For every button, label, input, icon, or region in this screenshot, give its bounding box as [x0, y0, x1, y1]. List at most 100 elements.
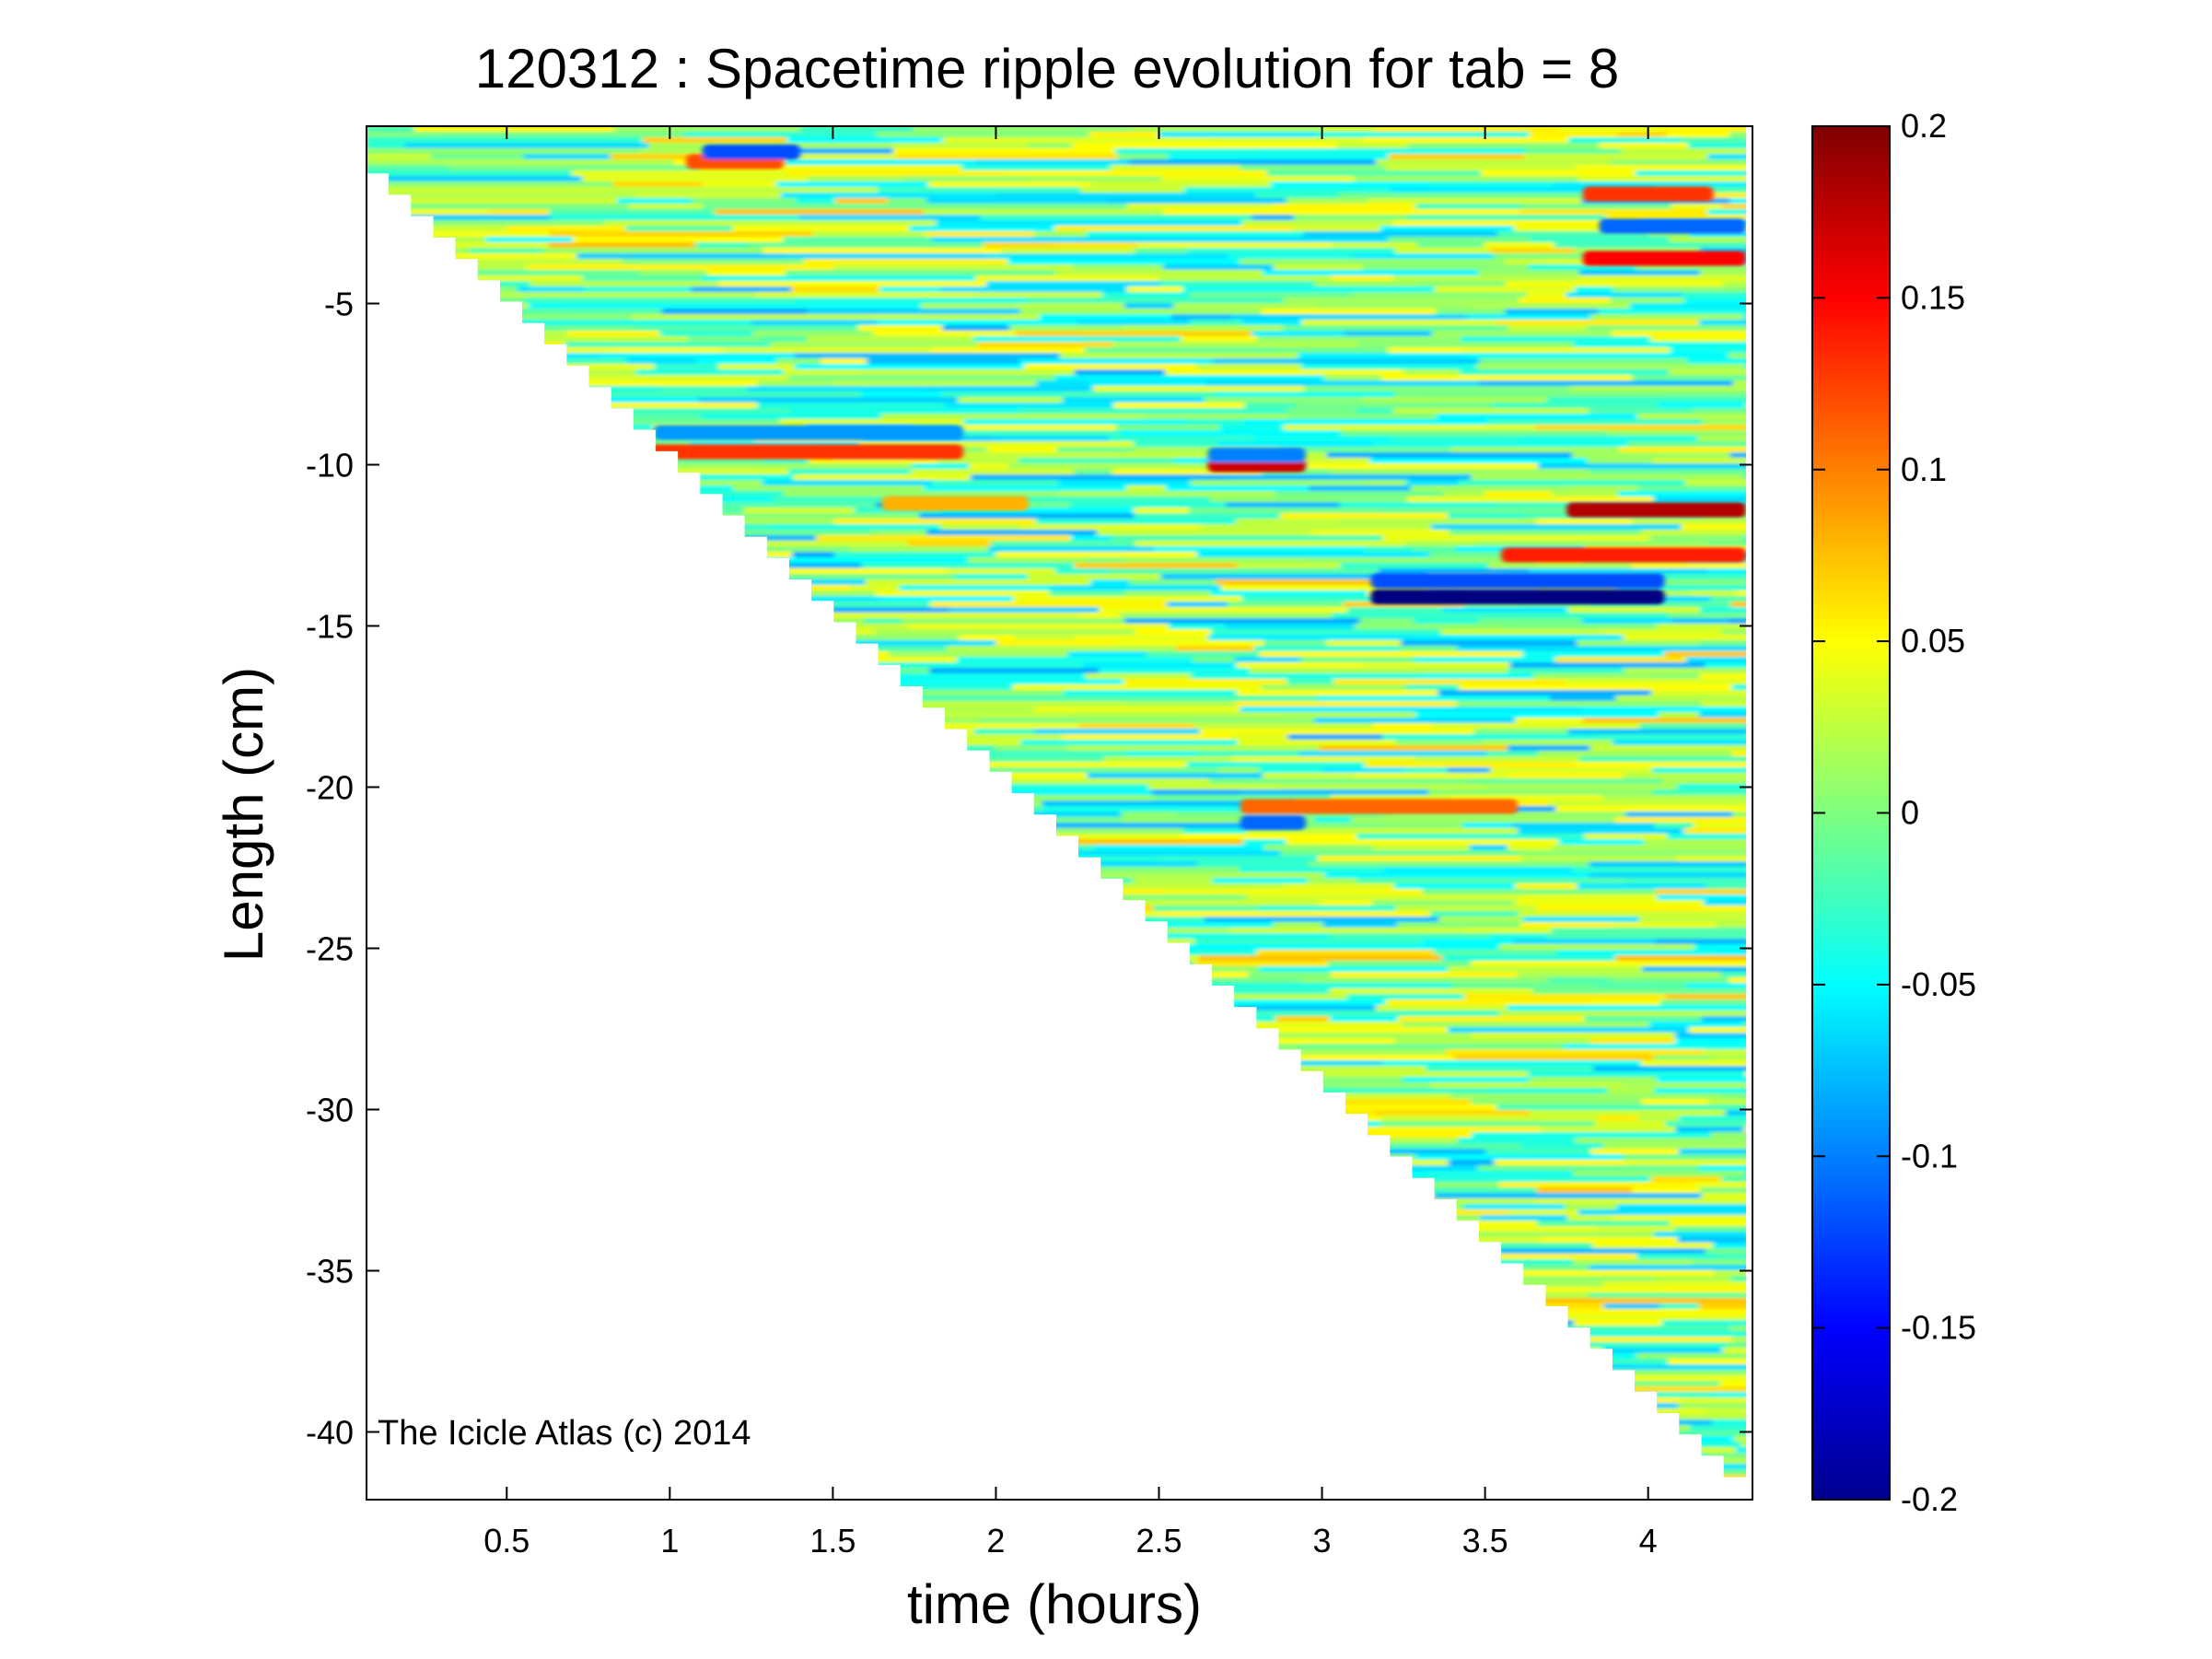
heatmap-cell [634, 193, 783, 199]
heatmap-cell [1109, 568, 1380, 575]
heatmap-cell [367, 1254, 452, 1260]
heatmap-cell [924, 485, 1129, 492]
heatmap-cell [739, 1066, 820, 1072]
heatmap-cell [1236, 690, 1440, 696]
heatmap-cell [367, 419, 530, 426]
heatmap-cell [922, 1397, 1076, 1404]
heatmap-cell [1352, 1198, 1536, 1205]
heatmap-cell [1277, 347, 1390, 354]
heatmap-cell [563, 1182, 624, 1188]
heatmap-cell [367, 1093, 519, 1100]
heatmap-cell [632, 856, 791, 862]
heatmap-cell [1483, 242, 1556, 249]
heatmap-cell [608, 784, 667, 790]
heatmap-cell [1383, 1447, 1638, 1454]
heatmap-cell [1567, 607, 1702, 613]
heatmap-cell [1100, 1088, 1320, 1094]
heatmap-cell [960, 165, 1112, 171]
heatmap-cell [1692, 408, 1746, 415]
heatmap-cell [1604, 1364, 1666, 1371]
heatmap-cell [1338, 193, 1591, 199]
heatmap-cell [679, 1248, 862, 1255]
heatmap-cell [1437, 414, 1639, 420]
heatmap-cell [1228, 1127, 1324, 1133]
heatmap-cell [1685, 657, 1746, 663]
heatmap-cell [988, 1221, 1079, 1227]
heatmap-cell [828, 657, 959, 663]
heatmap-cell [1706, 541, 1746, 547]
heatmap-cell [1099, 607, 1349, 613]
heatmap-cell [1190, 480, 1368, 486]
heatmap-cell [880, 414, 1146, 420]
heatmap-cell [926, 530, 1100, 536]
heatmap-cell [481, 817, 700, 824]
heatmap-cell [583, 286, 693, 293]
heatmap-cell [452, 762, 704, 768]
heatmap-cell [1186, 762, 1367, 768]
heatmap-cell [901, 618, 1126, 625]
heatmap-cell [367, 1464, 546, 1470]
heatmap-cell [1669, 347, 1717, 354]
heatmap-cell [367, 1320, 512, 1326]
heatmap-cell [1529, 132, 1619, 138]
heatmap-cell [367, 137, 645, 144]
heatmap-cell [1605, 1458, 1746, 1465]
heatmap-cell [1162, 264, 1275, 271]
heatmap-cell [1362, 662, 1512, 669]
heatmap-cell [750, 618, 867, 625]
heatmap-cell [1241, 596, 1466, 602]
heatmap-cell [817, 1066, 1060, 1072]
heatmap-cell [1287, 734, 1385, 741]
heatmap-cell [1109, 883, 1285, 890]
heatmap-cell [367, 1480, 502, 1487]
heatmap-cell [686, 1055, 809, 1061]
heatmap-cell [367, 414, 500, 420]
heatmap-cell [1306, 463, 1540, 470]
heatmap-cell [1096, 1419, 1236, 1426]
heatmap-cell [1200, 1486, 1427, 1492]
heatmap-cell [1598, 1116, 1640, 1122]
heatmap-cell [627, 950, 680, 956]
heatmap-cell [506, 1359, 625, 1365]
heatmap-cell [1395, 905, 1538, 912]
heatmap-cell [1080, 187, 1186, 193]
heatmap-cell [919, 513, 1136, 520]
heatmap-cell [717, 513, 922, 520]
heatmap-cell [1119, 430, 1344, 437]
heatmap-cell [367, 325, 638, 332]
heatmap-cell [1392, 408, 1590, 415]
heatmap-cell [819, 1149, 940, 1155]
heatmap-cell [1344, 331, 1434, 337]
heatmap-cell [984, 242, 1056, 249]
heatmap-cell [1016, 331, 1254, 337]
heatmap-cell [575, 1016, 696, 1022]
heatmap-cell [1710, 596, 1746, 602]
heatmap-cell [1654, 1276, 1733, 1282]
heatmap-cell [1063, 690, 1239, 696]
heatmap-cell [367, 165, 449, 171]
heatmap-cell [1199, 729, 1476, 735]
heatmap-cell [1033, 231, 1089, 238]
heatmap-cell [1229, 1303, 1375, 1310]
heatmap-cell [695, 303, 924, 310]
heatmap-cell [797, 729, 976, 735]
heatmap-cell [1589, 872, 1746, 879]
heatmap-cell [367, 159, 518, 166]
heatmap-cell [1722, 281, 1746, 287]
heatmap-cell [1184, 944, 1306, 951]
heatmap-cell [367, 999, 498, 1006]
heatmap-cell [844, 817, 967, 824]
heatmap-cell [840, 1254, 992, 1260]
heatmap-cell [1392, 220, 1645, 227]
heatmap-cell [1744, 1127, 1746, 1133]
heatmap-cell [995, 552, 1199, 558]
heatmap-cell [582, 176, 810, 182]
heatmap-cell [937, 1044, 1026, 1050]
heatmap-cell [438, 132, 685, 138]
heatmap-cell [996, 193, 1258, 199]
heatmap-cell [1482, 740, 1615, 746]
heatmap-cell [1535, 519, 1635, 525]
heatmap-cell [1418, 673, 1535, 680]
heatmap-cell [440, 474, 569, 481]
heatmap-cell [1125, 1370, 1271, 1376]
